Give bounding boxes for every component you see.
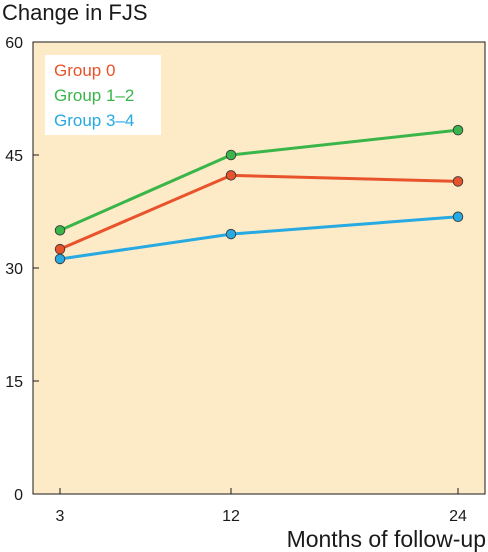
y-tick-label: 45 — [5, 148, 23, 165]
legend: Group 0 Group 1–2 Group 3–4 — [45, 55, 161, 135]
legend-label: Group 3–4 — [54, 111, 134, 130]
data-point — [225, 149, 237, 161]
data-point — [225, 170, 237, 181]
data-point — [452, 176, 464, 187]
y-tick-label: 30 — [5, 261, 23, 278]
x-axis-label: Months of follow-up — [287, 526, 486, 552]
data-point — [54, 243, 66, 255]
data-point — [452, 211, 464, 223]
legend-label: Group 1–2 — [54, 86, 134, 105]
data-point — [225, 228, 237, 240]
legend-label: Group 0 — [54, 61, 115, 80]
data-point — [54, 253, 66, 265]
x-tick-label: 3 — [56, 508, 65, 525]
y-tick-label: 0 — [14, 487, 23, 504]
x-tick-label: 12 — [222, 508, 240, 525]
y-tick-label: 60 — [5, 35, 23, 52]
x-tick-label: 24 — [449, 508, 467, 525]
chart-title: Change in FJS — [2, 0, 148, 25]
data-point — [54, 225, 66, 236]
legend-box — [45, 55, 161, 135]
series-layer — [54, 124, 464, 265]
y-tick-label: 15 — [5, 374, 23, 391]
x-axis: 3 12 24 — [56, 488, 467, 525]
y-axis: 0 15 30 45 60 — [5, 35, 39, 504]
data-point — [452, 124, 464, 136]
